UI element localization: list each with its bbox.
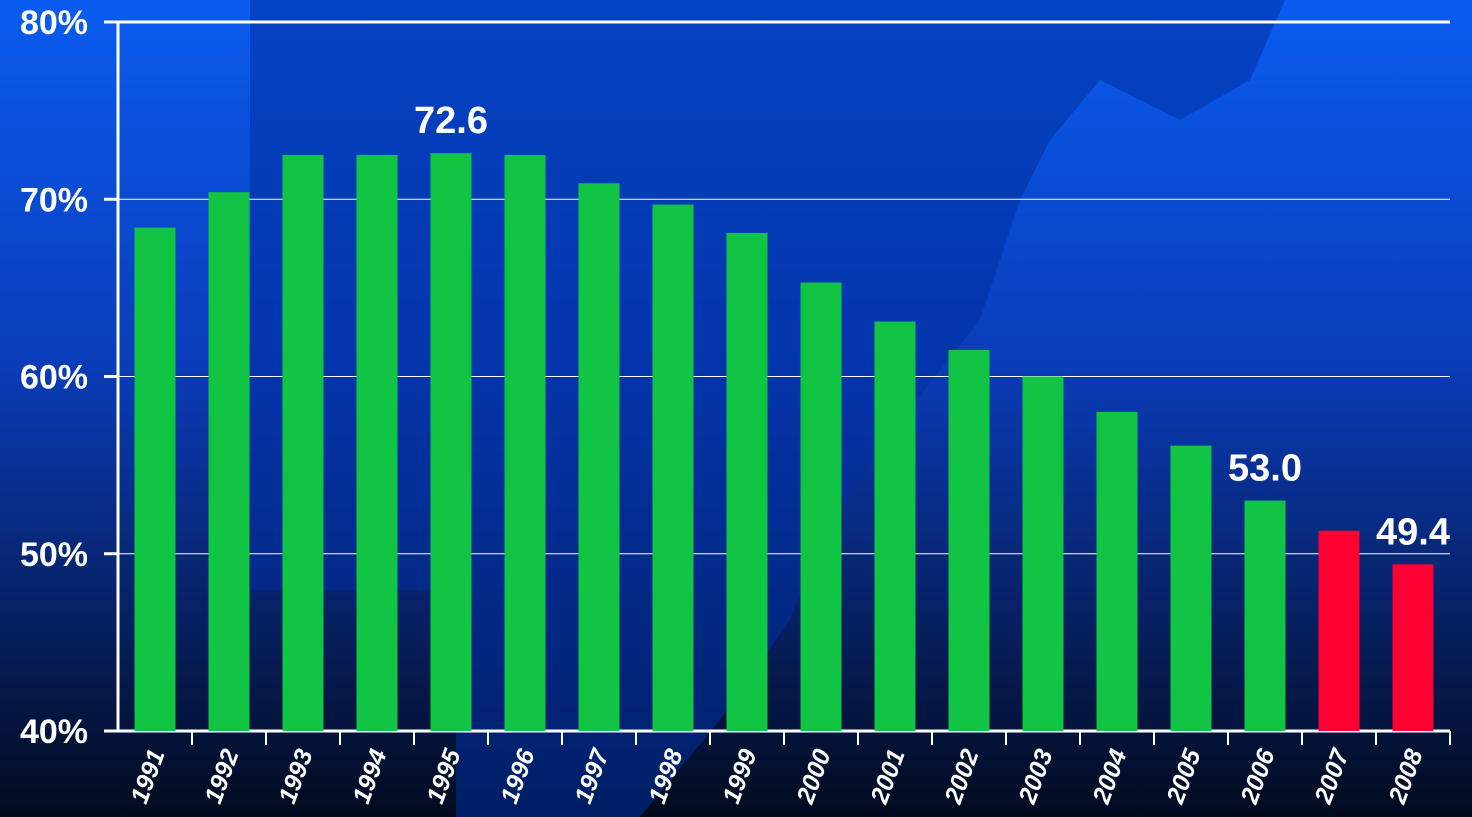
y-tick-label: 50% bbox=[20, 536, 88, 574]
bar bbox=[1096, 411, 1138, 731]
y-tick-label: 70% bbox=[20, 181, 88, 219]
bar bbox=[282, 154, 324, 731]
bar bbox=[948, 349, 990, 731]
bar bbox=[874, 321, 916, 731]
data-label: 72.6 bbox=[414, 100, 488, 142]
bar bbox=[356, 154, 398, 731]
y-tick-label: 80% bbox=[20, 4, 88, 42]
y-tick-label: 60% bbox=[20, 359, 88, 397]
bar bbox=[430, 153, 472, 732]
bar bbox=[504, 154, 546, 731]
data-label: 49.4 bbox=[1376, 511, 1450, 553]
bar bbox=[726, 232, 768, 732]
bar bbox=[134, 227, 176, 732]
bar bbox=[1392, 564, 1434, 731]
bar bbox=[652, 204, 694, 731]
bar bbox=[1170, 445, 1212, 731]
bar bbox=[1318, 530, 1360, 731]
bar bbox=[208, 192, 250, 731]
bar bbox=[1244, 500, 1286, 731]
bar bbox=[578, 183, 620, 732]
bar bbox=[1022, 376, 1064, 731]
bar bbox=[800, 282, 842, 731]
y-tick-label: 40% bbox=[20, 713, 88, 751]
data-label: 53.0 bbox=[1228, 448, 1302, 490]
